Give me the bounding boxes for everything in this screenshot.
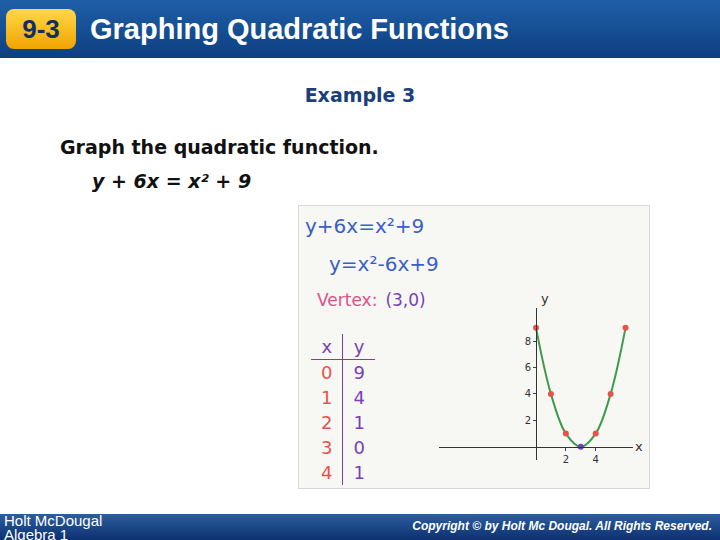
svg-text:6: 6 [525, 362, 531, 373]
html-text:9: 9 [353, 362, 365, 383]
html-text:Copyright © by Holt Mc Dougal.: Copyright © by Holt Mc Dougal. All Right… [412, 519, 712, 533]
html-text:x: x [321, 336, 332, 357]
html-text:2: 2 [321, 412, 333, 433]
html-text:Graph the quadratic function.: Graph the quadratic function. [60, 136, 379, 158]
html-text:Vertex:: Vertex: [317, 290, 378, 310]
svg-text:2: 2 [525, 415, 531, 426]
html-text:3: 3 [321, 437, 333, 458]
html-text:4: 4 [321, 462, 333, 483]
svg-text:y: y [541, 294, 549, 306]
html-text:y: y [353, 336, 365, 357]
html-text:4: 4 [353, 387, 365, 408]
html-text:1: 1 [353, 412, 365, 433]
svg-text:x: x [635, 439, 643, 454]
svg-text:4: 4 [593, 454, 599, 464]
svg-text:2: 2 [563, 454, 569, 464]
html-text:(3,0): (3,0) [385, 290, 426, 310]
html-text:Holt McDougal: Holt McDougal [4, 512, 103, 529]
svg-text:4: 4 [525, 388, 531, 399]
html-text:1: 1 [321, 387, 333, 408]
html-text:1: 1 [353, 462, 365, 483]
html-text:y=x²-6x+9: y=x²-6x+9 [329, 252, 439, 276]
svg-text:8: 8 [525, 336, 531, 347]
html-text:0: 0 [353, 437, 365, 458]
html-text:Graphing Quadratic Functions: Graphing Quadratic Functions [90, 13, 509, 45]
html-text:9-3: 9-3 [22, 14, 60, 44]
html-text:Example 3: Example 3 [304, 84, 416, 106]
html-text:0: 0 [321, 362, 333, 383]
html-text:y + 6x = x² + 9: y + 6x = x² + 9 [92, 170, 252, 192]
html-text:y+6x=x²+9: y+6x=x²+9 [305, 214, 425, 238]
